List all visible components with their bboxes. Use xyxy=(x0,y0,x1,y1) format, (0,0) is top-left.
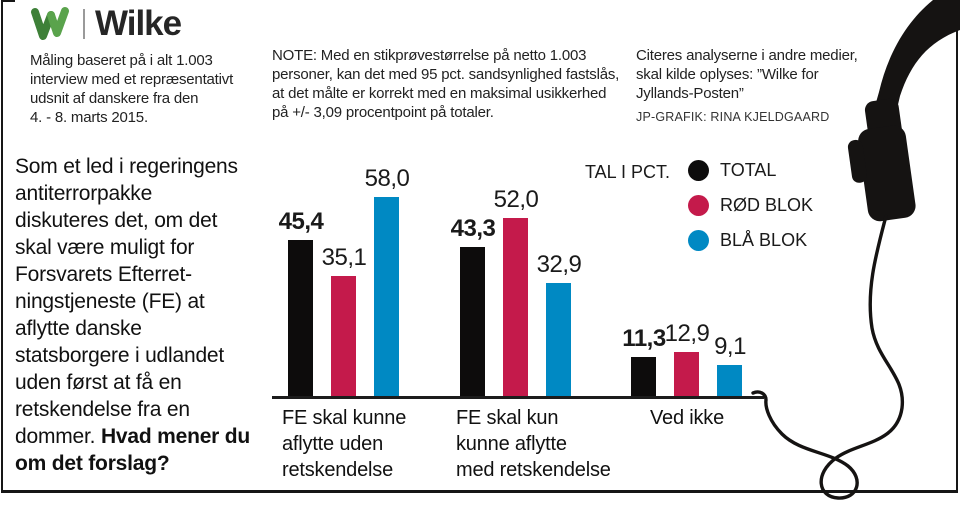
w-stroke-dark xyxy=(31,8,55,40)
wilke-logo: Wilke xyxy=(29,4,182,44)
logo-divider xyxy=(83,9,85,39)
bar-value-label: 9,1 xyxy=(714,333,746,360)
legend-dot xyxy=(688,230,710,251)
bar-value-label: 32,9 xyxy=(536,251,582,278)
legend-item-total: TOTAL xyxy=(688,160,813,181)
logo-name: Wilke xyxy=(95,4,182,43)
credit-text: JP-GRAFIK: RINA KJELDGAARD xyxy=(636,110,830,124)
intro-question: Hvad mener du om det forslag? xyxy=(15,425,251,475)
bar-value-label: 12,9 xyxy=(664,320,710,347)
intro-paragraph: Som et led i regeringens antiterrorpakke… xyxy=(15,153,265,477)
bar xyxy=(631,357,656,396)
bar-value-label: 11,3 xyxy=(622,325,666,352)
legend-title: TAL I PCT. xyxy=(585,162,671,182)
bar-value-label: 52,0 xyxy=(493,186,539,213)
bar-value-label: 45,4 xyxy=(278,208,324,235)
x-axis-line xyxy=(272,396,764,399)
bar xyxy=(717,365,742,396)
legend-label: RØD BLOK xyxy=(720,195,814,215)
intro-text: Som et led i regeringens antiterrorpakke… xyxy=(15,155,238,448)
border-frame xyxy=(1,0,958,493)
bar-value-label: 43,3 xyxy=(450,215,496,242)
note-text: NOTE: Med en stikprøvestørrelse på netto… xyxy=(272,47,620,121)
bar xyxy=(546,283,571,396)
bar-category-label: FE skal kunne aflytte uden retskendelse xyxy=(282,407,407,481)
bar xyxy=(374,197,399,396)
bar xyxy=(674,352,699,396)
bar-value-label: 58,0 xyxy=(364,165,410,192)
bar xyxy=(288,240,313,396)
legend-label: TOTAL xyxy=(720,160,777,180)
bar-value-label: 35,1 xyxy=(321,244,367,271)
bar xyxy=(331,276,356,396)
bar xyxy=(460,247,485,396)
bar-category-label: FE skal kun kunne aflytte med retskendel… xyxy=(456,407,611,481)
legend-dot xyxy=(688,160,710,181)
methodology-text: Måling baseret på i alt 1.003 interview … xyxy=(30,52,234,126)
bar-category-label: Ved ikke xyxy=(650,407,725,429)
legend-dot xyxy=(688,195,710,216)
citation-block: Citeres analyserne i andre medier, skal … xyxy=(636,46,866,127)
wilke-w-icon xyxy=(31,7,69,40)
legend-item-roed-blok: RØD BLOK xyxy=(688,195,813,216)
bar xyxy=(503,218,528,396)
bar-chart: 45,4 43,3 11,3 35,1 52,0 12,9 58,0 32,9 9,1 FE sk… xyxy=(272,158,772,481)
citation-text: Citeres analyserne i andre medier, skal … xyxy=(636,47,858,102)
w-stroke-light xyxy=(47,7,69,37)
